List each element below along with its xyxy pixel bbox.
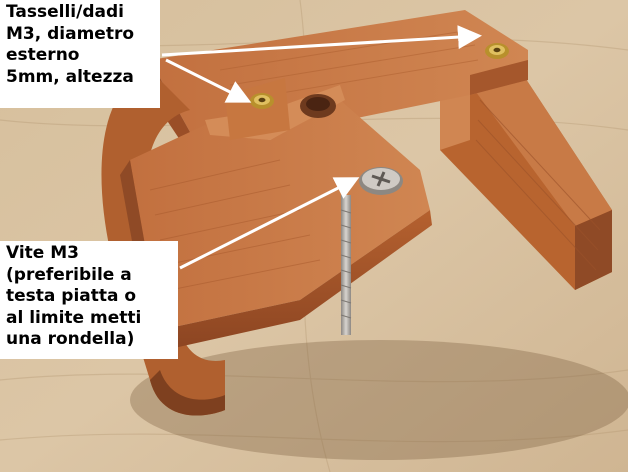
brass-insert-right <box>485 43 509 59</box>
bracket-shadow <box>130 340 628 460</box>
caption-inserts: Tasselli/dadi M3, diametro esterno 5mm, … <box>0 0 160 108</box>
caption-screw: Vite M3 (preferibile a testa piatta o al… <box>0 241 178 359</box>
right-plate <box>440 70 612 290</box>
brass-insert-left <box>250 93 274 109</box>
left-hook <box>101 70 225 416</box>
